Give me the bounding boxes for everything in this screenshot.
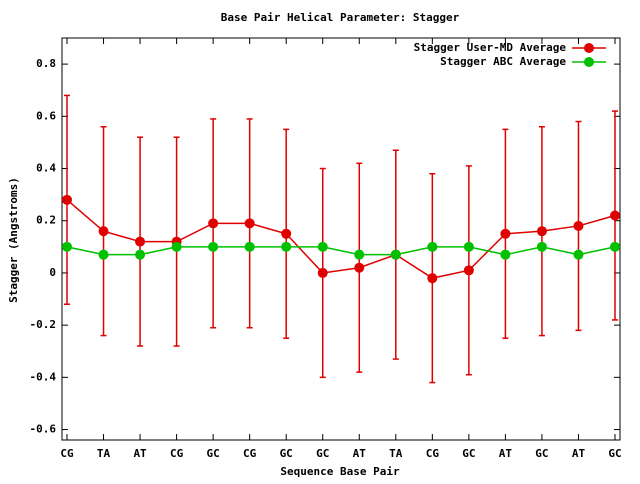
data-point: [610, 241, 620, 252]
x-tick-label: CG: [243, 447, 257, 460]
y-axis-label: Stagger (Angstroms): [7, 177, 20, 303]
data-point: [427, 241, 438, 252]
legend-label: Stagger User-MD Average: [414, 41, 567, 54]
legend-marker: [584, 57, 594, 67]
x-tick-label: AT: [353, 447, 367, 460]
x-tick-label: AT: [133, 447, 147, 460]
data-point: [354, 262, 365, 273]
x-tick-label: CG: [170, 447, 184, 460]
data-point: [317, 241, 328, 252]
legend-label: Stagger ABC Average: [440, 55, 566, 68]
x-tick-label: AT: [572, 447, 586, 460]
x-axis-label: Sequence Base Pair: [280, 465, 400, 478]
data-point: [390, 249, 401, 260]
legend-marker: [584, 43, 594, 53]
x-tick-label: GC: [280, 447, 293, 460]
data-point: [98, 249, 109, 260]
data-point: [500, 228, 511, 239]
data-point: [427, 273, 438, 284]
data-point: [62, 194, 72, 205]
data-point: [463, 241, 474, 252]
x-tick-label: GC: [316, 447, 329, 460]
x-tick-label: CG: [426, 447, 440, 460]
data-point: [281, 241, 292, 252]
chart-title: Base Pair Helical Parameter: Stagger: [221, 11, 460, 24]
x-tick-label: GC: [535, 447, 548, 460]
y-tick-label: 0.8: [36, 57, 56, 70]
data-point: [500, 249, 511, 260]
data-point: [573, 249, 584, 260]
data-point: [463, 265, 474, 276]
data-point: [171, 241, 182, 252]
x-tick-label: TA: [97, 447, 111, 460]
x-tick-label: CG: [60, 447, 74, 460]
data-point: [281, 228, 292, 239]
x-tick-label: GC: [207, 447, 220, 460]
x-tick-label: TA: [389, 447, 403, 460]
data-point: [244, 218, 255, 229]
data-point: [610, 210, 620, 221]
data-point: [573, 220, 584, 231]
data-point: [354, 249, 365, 260]
data-point: [98, 226, 109, 237]
x-tick-label: GC: [462, 447, 475, 460]
data-point: [208, 218, 219, 229]
x-tick-label: GC: [608, 447, 621, 460]
data-point: [536, 241, 547, 252]
series-line: [66, 199, 616, 279]
plot-frame: [61, 37, 621, 441]
y-tick-label: 0.2: [36, 214, 56, 227]
y-tick-label: 0.6: [36, 109, 56, 122]
y-tick-label: 0.4: [36, 162, 56, 175]
data-point: [317, 267, 328, 278]
data-point: [536, 226, 547, 237]
y-tick-label: -0.6: [30, 423, 57, 436]
y-tick-label: -0.2: [30, 318, 57, 331]
y-tick-label: -0.4: [30, 370, 57, 383]
y-tick-label: 0: [49, 266, 56, 279]
series-line: [66, 246, 616, 256]
data-point: [208, 241, 219, 252]
data-point: [135, 236, 146, 247]
data-point: [62, 241, 72, 252]
x-tick-label: AT: [499, 447, 513, 460]
data-point: [244, 241, 255, 252]
data-point: [135, 249, 146, 260]
